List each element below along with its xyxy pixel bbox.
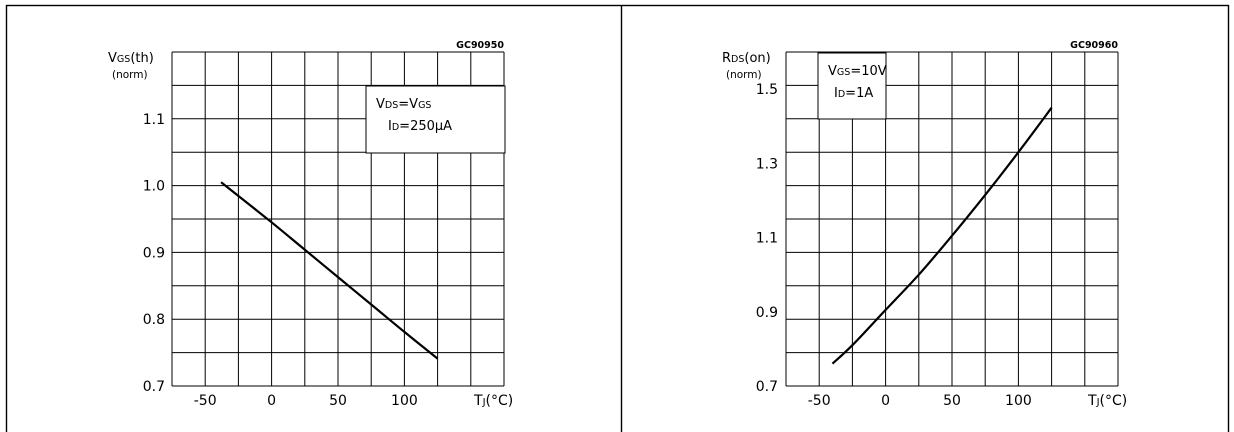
x-axis-label: TJ(°C) bbox=[1087, 393, 1127, 409]
x-tick-label: 50 bbox=[329, 393, 347, 409]
y-axis-unit: (norm) bbox=[726, 69, 762, 81]
y-label-suffix: (on) bbox=[744, 51, 770, 66]
text-part: =10V bbox=[850, 64, 886, 79]
x-tick-label: -50 bbox=[808, 393, 831, 409]
chart-rds-on: VGS=10V ID=1A GC90960 RDS(on) (norm) 0.7 0.9 1.… bbox=[722, 40, 1127, 409]
y-tick-label: 1.5 bbox=[756, 82, 778, 98]
x-tick-label: 100 bbox=[391, 393, 418, 409]
text-part: =1A bbox=[845, 86, 873, 101]
subscript-text: D bbox=[392, 122, 399, 133]
y-tick-label: 0.7 bbox=[756, 379, 778, 395]
subscript-text: GS bbox=[837, 67, 850, 78]
y-tick-label: 0.8 bbox=[143, 312, 165, 328]
x-tick-label: 0 bbox=[267, 393, 276, 409]
y-tick-label: 1.0 bbox=[143, 179, 165, 195]
y-axis-label: VGS(th) bbox=[108, 51, 154, 66]
text-part: I bbox=[388, 119, 392, 134]
x-label-main: T bbox=[473, 393, 483, 409]
series-line bbox=[831, 107, 1053, 365]
x-tick-label: -50 bbox=[194, 393, 217, 409]
x-tick-label: 100 bbox=[1005, 393, 1032, 409]
x-label-suffix: (°C) bbox=[486, 393, 514, 409]
y-tick-label: 1.3 bbox=[756, 156, 778, 172]
x-axis-label: TJ(°C) bbox=[473, 393, 513, 409]
x-label-sub: J bbox=[482, 397, 486, 408]
y-tick-label: 0.9 bbox=[143, 245, 165, 261]
annotation-box bbox=[817, 52, 887, 120]
x-label-sub: J bbox=[1096, 397, 1100, 408]
series-line bbox=[220, 181, 439, 360]
y-axis-unit: (norm) bbox=[112, 69, 148, 81]
y-label-sub: GS bbox=[117, 54, 130, 65]
y-label-sub: DS bbox=[731, 54, 744, 65]
figure-code: GC90950 bbox=[456, 40, 504, 51]
y-tick-label: 1.1 bbox=[143, 112, 165, 128]
chart-vgs-th: VDS=VGSID=250μAGC90950VGS(th)(norm)0.70.… bbox=[108, 40, 513, 409]
y-tick-label: 0.9 bbox=[756, 305, 778, 321]
annotation-line: VGS=10V bbox=[828, 64, 887, 79]
annotation-line: ID=250μA bbox=[388, 119, 452, 134]
annotation-line: VDS=VGS bbox=[376, 97, 431, 112]
text-part: V bbox=[828, 64, 837, 79]
grid bbox=[785, 51, 1119, 387]
y-label-suffix: (th) bbox=[130, 51, 153, 66]
outer-frame bbox=[5, 4, 1230, 432]
annotation-line: ID=1A bbox=[834, 86, 873, 101]
text-part: =250μA bbox=[399, 119, 452, 134]
x-label-suffix: (°C) bbox=[1100, 393, 1128, 409]
y-tick-label: 1.1 bbox=[756, 231, 778, 247]
y-axis-label: RDS(on) bbox=[722, 51, 771, 66]
annotation-box bbox=[365, 85, 506, 154]
y-tick-label: 0.7 bbox=[143, 379, 165, 395]
figure-code: GC90960 bbox=[1070, 40, 1118, 51]
subscript-text: GS bbox=[418, 100, 431, 111]
text-part: I bbox=[834, 86, 838, 101]
y-label-main: V bbox=[108, 51, 117, 66]
x-tick-label: 50 bbox=[943, 393, 961, 409]
text-part: V bbox=[376, 97, 385, 112]
text-part: =V bbox=[398, 97, 418, 112]
y-label-main: R bbox=[722, 51, 731, 66]
subscript-text: DS bbox=[385, 100, 398, 111]
subscript-text: D bbox=[838, 89, 845, 100]
x-label-main: T bbox=[1087, 393, 1097, 409]
x-tick-label: 0 bbox=[881, 393, 890, 409]
